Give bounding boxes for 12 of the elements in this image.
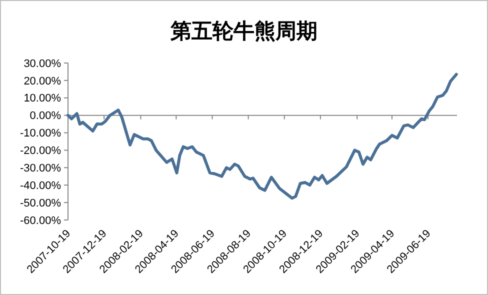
y-tick-label: -20.00% bbox=[20, 145, 62, 158]
y-tick-label: -60.00% bbox=[20, 214, 62, 227]
y-tick-label: -40.00% bbox=[20, 180, 62, 192]
y-tick-label: 0.00% bbox=[30, 110, 62, 122]
y-tick-label: 30.00% bbox=[24, 58, 62, 70]
y-tick-label: -10.00% bbox=[20, 128, 62, 140]
chart-title: 第五轮牛熊周期 bbox=[170, 18, 318, 43]
y-tick-label: 20.00% bbox=[24, 75, 62, 88]
y-tick-label: -50.00% bbox=[20, 197, 62, 210]
line-series bbox=[66, 72, 458, 200]
y-tick-label: -30.00% bbox=[20, 162, 62, 175]
y-tick-label: 10.00% bbox=[24, 92, 62, 105]
